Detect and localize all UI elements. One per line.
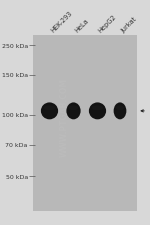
Ellipse shape: [116, 106, 124, 111]
Ellipse shape: [44, 106, 55, 111]
Ellipse shape: [69, 106, 78, 111]
Text: 150 kDa: 150 kDa: [2, 73, 28, 78]
Ellipse shape: [114, 103, 126, 120]
Text: Jurkat: Jurkat: [120, 16, 138, 34]
Ellipse shape: [41, 103, 58, 120]
Text: HepG2: HepG2: [98, 14, 118, 34]
Text: 70 kDa: 70 kDa: [5, 143, 28, 148]
Text: WWW.PTGAB.COM: WWW.PTGAB.COM: [60, 78, 69, 156]
Text: HEK-293: HEK-293: [50, 10, 73, 34]
Ellipse shape: [66, 103, 81, 120]
Bar: [33, 36, 136, 211]
Text: 50 kDa: 50 kDa: [6, 174, 28, 179]
Ellipse shape: [92, 106, 103, 111]
Text: HeLa: HeLa: [74, 18, 90, 34]
Text: 100 kDa: 100 kDa: [2, 113, 28, 118]
Ellipse shape: [89, 103, 106, 120]
Text: 250 kDa: 250 kDa: [2, 44, 28, 49]
